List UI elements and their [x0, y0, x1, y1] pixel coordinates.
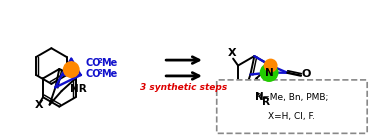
Text: CO: CO: [85, 58, 101, 68]
FancyBboxPatch shape: [217, 80, 367, 133]
Text: N: N: [255, 92, 264, 102]
Text: Me: Me: [101, 69, 117, 79]
Text: X: X: [228, 48, 236, 58]
Circle shape: [260, 63, 279, 82]
Circle shape: [264, 59, 277, 72]
Text: N: N: [265, 68, 274, 78]
Text: X: X: [35, 100, 43, 110]
Text: 3 synthetic steps: 3 synthetic steps: [140, 83, 228, 92]
Text: Me: Me: [101, 58, 117, 68]
Text: R: R: [262, 97, 270, 107]
Text: NR: NR: [70, 84, 86, 94]
Circle shape: [63, 61, 80, 78]
Text: R=Me, Bn, PMB;: R=Me, Bn, PMB;: [256, 93, 328, 102]
Text: O: O: [301, 69, 311, 79]
Text: 2: 2: [98, 58, 103, 64]
Text: 2: 2: [98, 69, 103, 75]
Text: CO: CO: [85, 69, 101, 79]
Text: X=H, Cl, F.: X=H, Cl, F.: [268, 112, 316, 121]
